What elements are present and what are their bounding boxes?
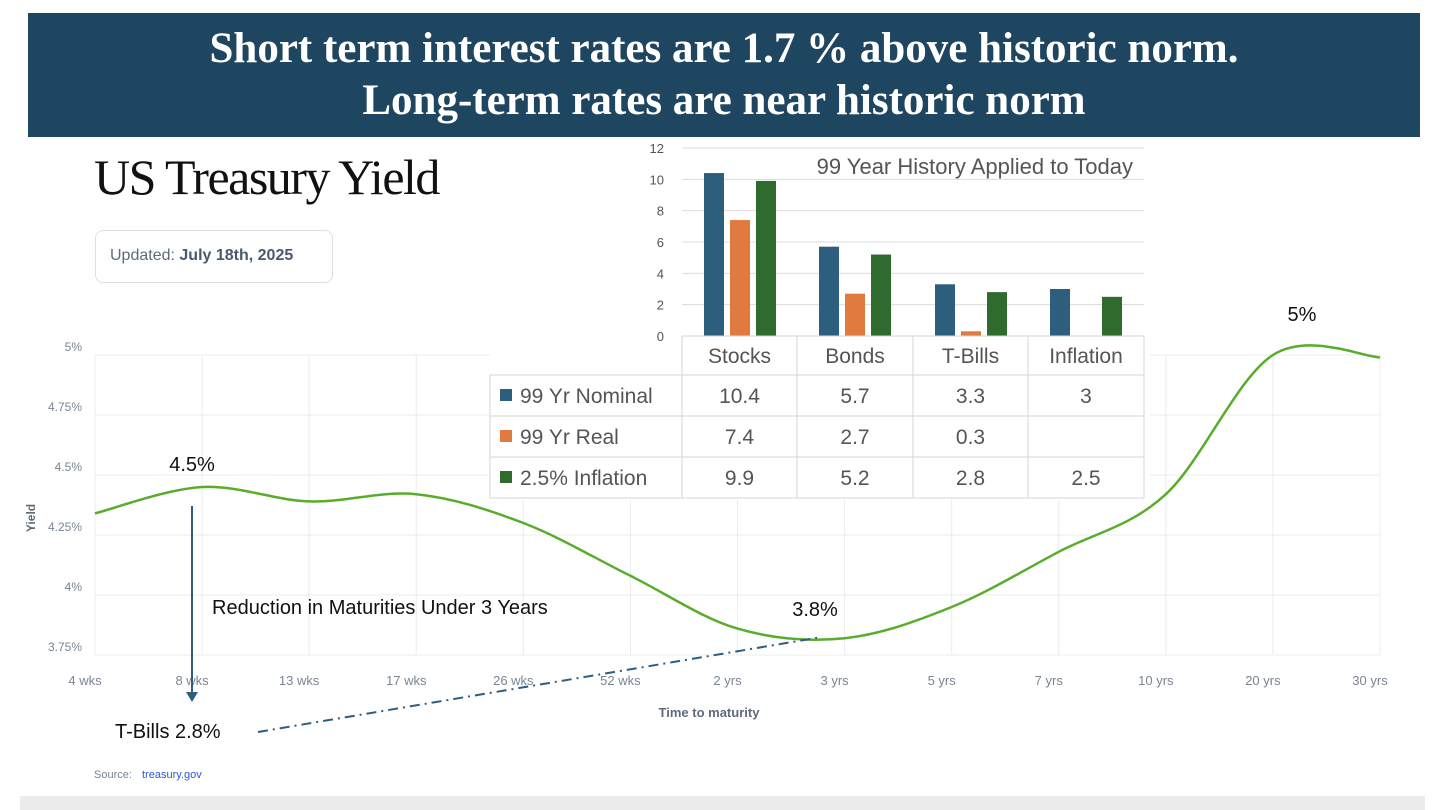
x-tick-label: 5 yrs	[928, 673, 957, 688]
bar-bonds-1	[845, 293, 865, 336]
x-tick-label: 7 yrs	[1035, 673, 1064, 688]
annotation-reduction: Reduction in Maturities Under 3 Years	[212, 597, 548, 619]
table-header-t-bills: T-Bills	[942, 345, 999, 368]
updated-label: Updated:	[110, 247, 175, 264]
bar-inflation-2	[1102, 296, 1122, 336]
arrow-head-icon	[186, 692, 198, 702]
y-tick-label: 4.5%	[55, 460, 83, 474]
bar-y-tick: 0	[657, 329, 664, 344]
y-tick-label: 4%	[65, 580, 83, 594]
updated-badge: Updated: July 18th, 2025	[95, 230, 333, 283]
source-label: Source:	[94, 769, 132, 781]
x-tick-label: 13 wks	[279, 673, 320, 688]
updated-date: July 18th, 2025	[179, 247, 294, 264]
y-tick-label: 5%	[65, 340, 83, 354]
bar-bonds-0	[819, 246, 839, 336]
y-axis-label: Yield	[24, 504, 38, 532]
table-cell: 3.3	[956, 385, 985, 408]
bar-chart-title: 99 Year History Applied to Today	[817, 154, 1133, 179]
bar-t-bills-2	[987, 292, 1007, 336]
table-cell: 5.7	[840, 385, 869, 408]
table-cell: 7.4	[725, 426, 755, 449]
y-tick-label: 4.75%	[48, 400, 82, 414]
legend-label: 99 Yr Real	[520, 426, 619, 449]
x-tick-label: 20 yrs	[1245, 673, 1281, 688]
annotation-tbills: T-Bills 2.8%	[115, 721, 221, 743]
banner-line-1: Short term interest rates are 1.7 % abov…	[209, 25, 1239, 72]
x-tick-label: 4 wks	[68, 673, 102, 688]
source-link[interactable]: treasury.gov	[142, 769, 202, 781]
x-tick-label: 10 yrs	[1138, 673, 1174, 688]
table-header-inflation: Inflation	[1049, 345, 1123, 368]
x-tick-label: 30 yrs	[1352, 673, 1388, 688]
x-axis-label: Time to maturity	[659, 705, 761, 720]
table-cell: 3	[1080, 385, 1092, 408]
bar-stocks-1	[730, 220, 750, 336]
bar-y-tick: 2	[657, 298, 664, 313]
legend-label: 2.5% Inflation	[520, 467, 647, 490]
bar-y-tick: 12	[650, 141, 664, 156]
dash-dot-connector	[257, 636, 823, 733]
x-tick-label: 2 yrs	[713, 673, 742, 688]
table-cell: 0.3	[956, 426, 985, 449]
annotation-peak-short: 4.5%	[169, 454, 215, 476]
bottom-bar	[20, 796, 1425, 810]
y-tick-label: 4.25%	[48, 520, 82, 534]
x-tick-label: 3 yrs	[820, 673, 849, 688]
table-cell: 2.8	[956, 467, 985, 490]
table-cell: 2.5	[1071, 467, 1100, 490]
table-header-stocks: Stocks	[708, 345, 771, 368]
annotation-peak-long: 5%	[1288, 304, 1317, 326]
annotation-trough: 3.8%	[792, 599, 838, 621]
legend-swatch	[500, 389, 512, 401]
bar-stocks-0	[704, 173, 724, 336]
bar-y-tick: 8	[657, 204, 664, 219]
page-title: US Treasury Yield	[94, 149, 440, 205]
legend-swatch	[500, 430, 512, 442]
bar-y-tick: 4	[657, 266, 664, 281]
table-cell: 9.9	[725, 467, 754, 490]
bar-y-tick: 10	[650, 172, 664, 187]
banner-line-2: Long-term rates are near historic norm	[362, 77, 1086, 124]
title-banner: Short term interest rates are 1.7 % abov…	[28, 13, 1420, 137]
bar-stocks-2	[756, 180, 776, 336]
table-cell: 10.4	[719, 385, 760, 408]
x-tick-label: 52 wks	[600, 673, 641, 688]
table-cell: 2.7	[840, 426, 869, 449]
table-cell: 5.2	[840, 467, 869, 490]
y-tick-label: 3.75%	[48, 640, 82, 654]
bar-y-tick: 6	[657, 235, 664, 250]
bar-t-bills-0	[935, 284, 955, 336]
bar-inflation-0	[1050, 289, 1070, 336]
legend-label: 99 Yr Nominal	[520, 385, 653, 408]
bar-t-bills-1	[961, 331, 981, 336]
legend-swatch	[500, 471, 512, 483]
x-tick-label: 17 wks	[386, 673, 427, 688]
x-tick-label: 26 wks	[493, 673, 534, 688]
bar-bonds-2	[871, 254, 891, 336]
table-header-bonds: Bonds	[825, 345, 885, 368]
